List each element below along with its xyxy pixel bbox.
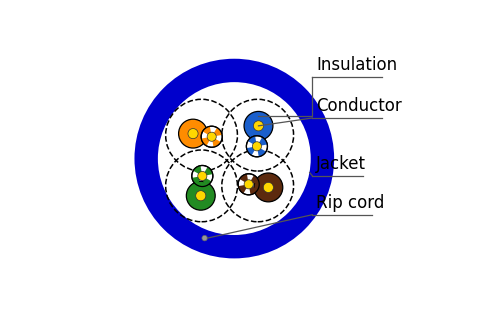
Wedge shape [257,146,266,157]
Text: Rip cord: Rip cord [316,194,384,212]
Wedge shape [240,174,249,184]
Wedge shape [239,184,249,193]
Circle shape [246,136,267,157]
Wedge shape [201,137,212,146]
Wedge shape [212,137,221,147]
Text: Conductor: Conductor [316,97,402,115]
Circle shape [134,59,334,258]
Wedge shape [193,165,203,176]
Wedge shape [249,175,259,184]
Circle shape [244,180,253,189]
Circle shape [253,121,264,131]
Wedge shape [257,137,267,146]
Wedge shape [248,136,257,146]
Circle shape [188,128,198,139]
Wedge shape [212,127,222,137]
Circle shape [179,119,207,148]
Wedge shape [203,176,212,187]
Circle shape [252,142,262,151]
Circle shape [244,111,273,140]
Circle shape [202,236,207,241]
Text: Jacket: Jacket [316,154,366,173]
Circle shape [263,182,274,192]
Circle shape [158,82,311,235]
Circle shape [196,191,206,201]
Circle shape [207,132,216,141]
Circle shape [238,174,259,195]
Wedge shape [247,146,257,155]
Wedge shape [192,176,203,185]
Wedge shape [203,126,212,137]
Circle shape [254,173,283,202]
Wedge shape [203,167,213,176]
Wedge shape [249,184,258,195]
Circle shape [201,126,222,147]
Circle shape [198,171,207,181]
Circle shape [186,181,215,210]
Circle shape [192,165,213,187]
Text: Insulation: Insulation [316,56,397,73]
